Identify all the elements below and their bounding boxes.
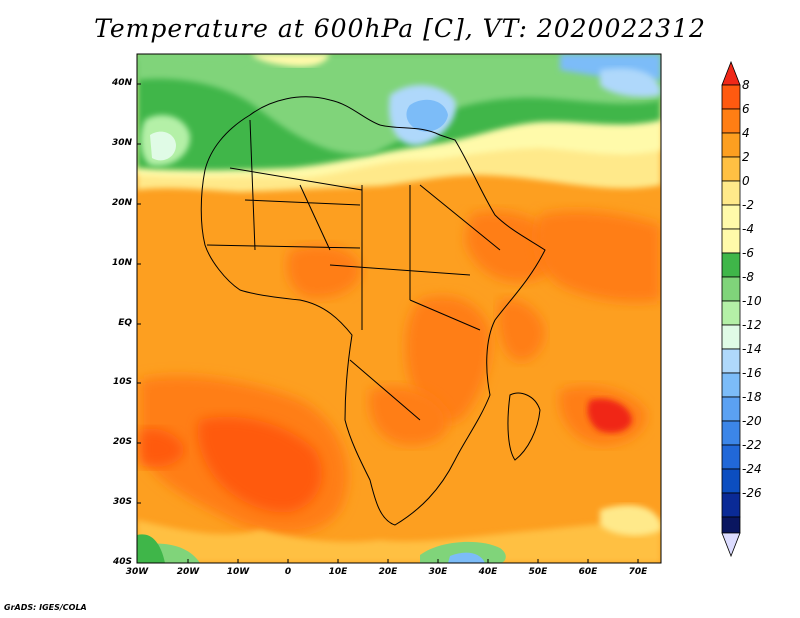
madagascar-outline xyxy=(507,392,541,461)
lon-label: 10E xyxy=(328,567,348,577)
lat-label: 10S xyxy=(112,377,132,387)
lat-label: 30S xyxy=(112,497,132,507)
colorbar-label: 4 xyxy=(742,126,750,140)
colorbar-label: 6 xyxy=(742,102,750,116)
lat-label: 20N xyxy=(111,198,132,208)
lon-label: 40E xyxy=(478,567,498,577)
map-title: Temperature at 600hPa [C], VT: 202002231… xyxy=(94,14,706,43)
colorbar-label: -26 xyxy=(742,486,762,500)
lon-label: 20W xyxy=(176,567,200,577)
colorbar-label: 2 xyxy=(742,150,750,164)
colorbar-label: -20 xyxy=(742,414,762,428)
colorbar-label: -18 xyxy=(742,390,762,404)
colorbar-label: -24 xyxy=(742,462,762,476)
lat-label: EQ xyxy=(118,318,132,328)
lat-label: 40N xyxy=(111,78,132,88)
grads-credit: GrADS: IGES/COLA xyxy=(4,603,87,612)
colorbar-label: -12 xyxy=(742,318,762,332)
lon-label: 0 xyxy=(284,567,292,577)
lon-label: 10W xyxy=(226,567,250,577)
map-border xyxy=(136,53,662,564)
axis-ticks xyxy=(137,83,639,563)
colorbar-label: -6 xyxy=(742,246,754,260)
colorbar-label: -8 xyxy=(742,270,754,284)
lat-label: 40S xyxy=(112,557,132,567)
lat-label: 30N xyxy=(111,138,132,148)
colorbar-label: -4 xyxy=(742,222,754,236)
colorbar-top-arrow xyxy=(721,60,741,86)
colorbar-label: -2 xyxy=(742,198,754,212)
colorbar xyxy=(721,60,741,558)
africa-coastline xyxy=(200,96,546,526)
lat-label: 20S xyxy=(112,437,132,447)
colorbar-label: 8 xyxy=(742,78,750,92)
colorbar-label: -16 xyxy=(742,366,762,380)
colorbar-label: -10 xyxy=(742,294,762,308)
colorbar-label: -14 xyxy=(742,342,762,356)
lat-label: 10N xyxy=(111,258,132,268)
temperature-field xyxy=(137,54,661,563)
lon-label: 60E xyxy=(578,567,598,577)
lon-label: 20E xyxy=(378,567,398,577)
lon-label: 50E xyxy=(528,567,548,577)
colorbar-label: -22 xyxy=(742,438,762,452)
lon-label: 70E xyxy=(628,567,648,577)
colorbar-label: 0 xyxy=(742,174,750,188)
lon-label: 30E xyxy=(428,567,448,577)
lon-label: 30W xyxy=(125,567,149,577)
colorbar-bottom-arrow xyxy=(721,532,741,558)
